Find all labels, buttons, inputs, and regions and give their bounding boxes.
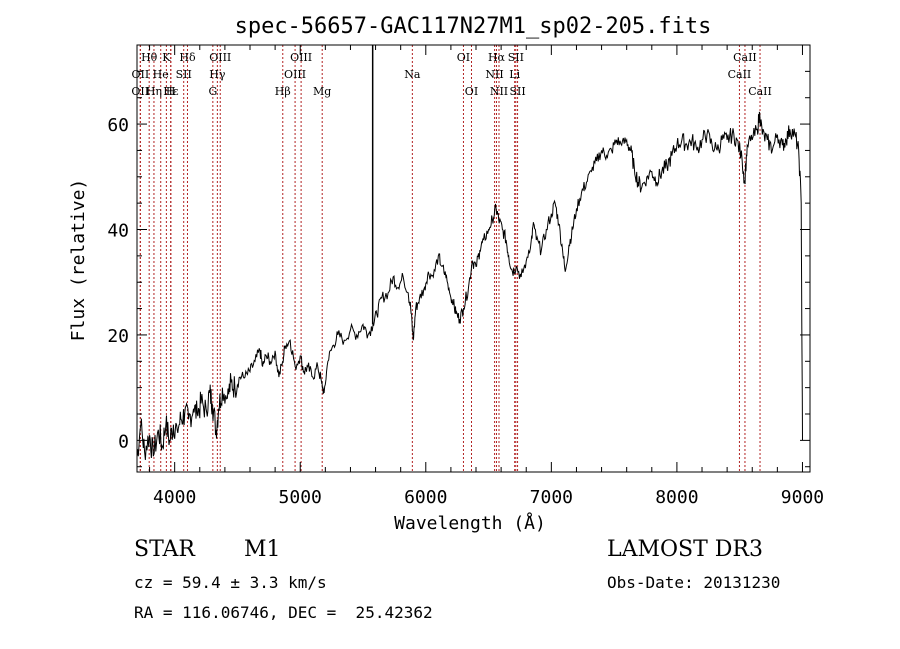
line-label: K [162,51,171,64]
y-tick-label: 40 [107,221,129,242]
line-label: Hθ [141,51,158,64]
chart-title: spec-56657-GAC117N27M1_sp02-205.fits [235,14,712,39]
y-tick-label: 60 [107,115,129,136]
line-label: NII [485,68,503,81]
redshift-text: cz = 59.4 ± 3.3 km/s [134,573,327,592]
line-label: OI [465,85,478,98]
line-label: OI [457,51,470,64]
line-label: H [166,85,176,98]
subclass-label: M1 [244,537,281,562]
spectrum-series-line [136,111,803,460]
emission-line-markers [139,45,761,472]
y-tick-label: 0 [118,431,129,452]
line-label: SII [176,68,192,81]
line-label: OIII [209,51,231,64]
spectrum-chart: spec-56657-GAC117N27M1_sp02-205.fits Hθ K… [68,14,824,534]
x-tick-label: 8000 [655,487,698,508]
line-label: SII [508,51,524,64]
y-axis-ticks: 0 20 40 60 [107,70,810,468]
x-tick-label: 9000 [781,487,824,508]
obs-date-text: Obs-Date: 20131230 [607,573,781,592]
x-tick-label: 5000 [279,487,322,508]
y-axis-label: Flux (relative) [68,179,89,342]
line-label: Hε [163,85,179,98]
line-label: Hγ [209,68,226,81]
line-label: G [208,85,217,98]
line-label: Hδ [179,51,196,64]
class-label: STAR [134,537,195,562]
plot-frame [136,44,811,473]
line-label: Hη [146,85,162,98]
x-axis-label: Wavelength (Å) [394,512,546,534]
coordinates-text: RA = 116.06746, DEC = 25.42362 [134,603,433,622]
line-label: OIII [284,68,306,81]
x-tick-label: 6000 [404,487,447,508]
x-tick-label: 7000 [530,487,573,508]
x-axis-ticks: 4000 5000 6000 7000 8000 9000 [149,45,824,508]
line-label: Hβ [275,85,291,98]
line-label: OII [131,85,149,98]
line-label: OII [132,68,150,81]
survey-label: LAMOST DR3 [607,537,763,562]
line-label: SII [509,85,525,98]
line-label: He [153,68,169,81]
line-label: Hα [488,51,506,64]
line-label: CaII [728,68,752,81]
line-label: CaII [733,51,757,64]
line-label: OIII [290,51,312,64]
y-tick-label: 20 [107,326,129,347]
line-label: Mg [313,85,331,98]
line-label: NII [490,85,508,98]
line-label: Li [509,68,520,81]
x-tick-label: 4000 [153,487,196,508]
line-label: Na [404,68,421,81]
line-label: CaII [748,85,772,98]
